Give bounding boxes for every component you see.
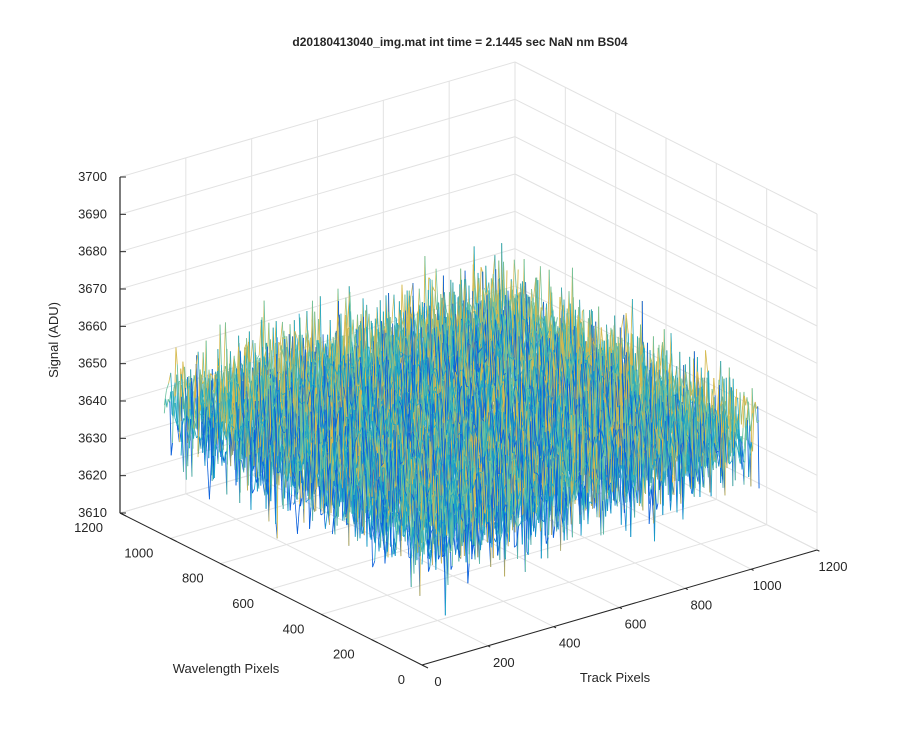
surface-segment [425,256,426,306]
surface-segment [182,418,183,425]
surface-segment [556,317,557,325]
surface-segment [170,401,171,455]
surface-segment [264,301,265,350]
surface-segment [446,309,447,315]
surface-segment [315,312,316,343]
surface-segment [369,314,370,349]
surface-segment [167,399,168,407]
surface-segment [470,305,471,308]
surface-plot [164,243,759,615]
